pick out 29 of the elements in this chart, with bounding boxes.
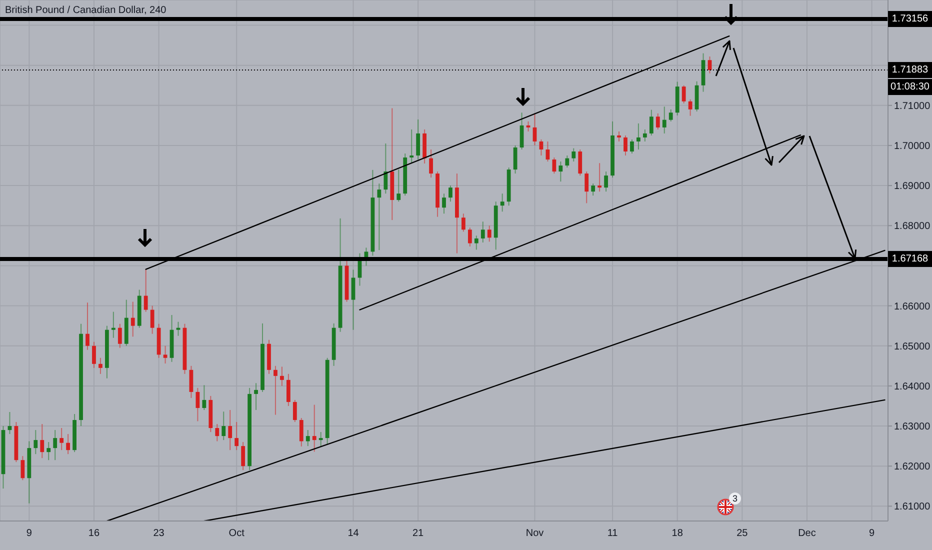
x-tick-label: 23 bbox=[153, 528, 165, 540]
x-tick-label: 11 bbox=[607, 528, 618, 540]
y-tick-label: 1.68000 bbox=[894, 221, 931, 232]
y-tick-label: 1.70000 bbox=[894, 141, 931, 152]
annotation: 3 bbox=[732, 494, 738, 504]
y-tick-label: 1.61000 bbox=[894, 502, 931, 513]
y-tick-label: 1.65000 bbox=[894, 341, 931, 352]
ref-line-label: 1.67168 bbox=[892, 253, 929, 264]
x-tick-label: Oct bbox=[228, 528, 245, 540]
text: British Pound / Canadian Dollar, 240 bbox=[5, 5, 167, 16]
x-tick-label: Nov bbox=[526, 528, 544, 540]
y-tick-label: 1.63000 bbox=[894, 422, 931, 433]
x-tick-label: 9 bbox=[869, 528, 876, 540]
x-tick-label: 9 bbox=[26, 528, 32, 540]
x-tick-label: 16 bbox=[88, 528, 100, 540]
y-tick-label: 1.71000 bbox=[894, 100, 931, 112]
x-tick-label: 18 bbox=[672, 528, 684, 540]
badge: 3 bbox=[729, 492, 741, 504]
x-tick-label: Dec bbox=[798, 528, 816, 540]
x-tick-label: 14 bbox=[348, 528, 360, 540]
y-tick-label: 1.62000 bbox=[894, 462, 931, 473]
y-tick-label: 1.69000 bbox=[894, 181, 931, 192]
y-tick-label: 1.66000 bbox=[894, 301, 931, 312]
x-tick-label: 25 bbox=[736, 528, 748, 540]
ref-line-label: 1.71883 bbox=[892, 64, 929, 76]
y-tick-label: 1.64000 bbox=[894, 381, 931, 392]
ref-line-label: 1.73156 bbox=[892, 13, 929, 24]
x-tick-label: 21 bbox=[412, 528, 424, 540]
text: 01:08:30 bbox=[890, 82, 930, 93]
